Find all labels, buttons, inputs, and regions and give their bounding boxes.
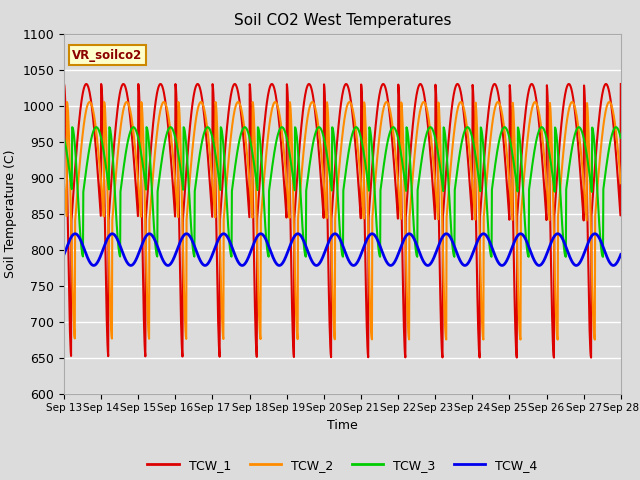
TCW_2 bbox=[63, 99, 71, 105]
TCW_4 bbox=[378, 246, 385, 252]
TCW_4 bbox=[318, 256, 326, 262]
TCW_4 bbox=[308, 259, 316, 264]
Line: TCW_2: TCW_2 bbox=[64, 102, 621, 339]
TCW_4 bbox=[617, 252, 625, 257]
TCW_2 bbox=[308, 99, 316, 105]
TCW_1 bbox=[308, 87, 316, 93]
TCW_3 bbox=[617, 135, 625, 141]
TCW_1 bbox=[377, 85, 385, 91]
TCW_2 bbox=[591, 336, 598, 342]
TCW_1 bbox=[296, 136, 304, 142]
TCW_2 bbox=[104, 186, 111, 192]
Y-axis label: Soil Temperature (C): Soil Temperature (C) bbox=[4, 149, 17, 278]
TCW_3 bbox=[308, 148, 316, 154]
X-axis label: Time: Time bbox=[327, 419, 358, 432]
TCW_4 bbox=[609, 263, 617, 268]
TCW_4 bbox=[104, 236, 111, 241]
TCW_4 bbox=[71, 231, 79, 237]
TCW_3 bbox=[318, 128, 326, 134]
TCW_2 bbox=[60, 180, 68, 186]
TCW_3 bbox=[599, 254, 607, 260]
TCW_3 bbox=[60, 135, 68, 141]
Line: TCW_4: TCW_4 bbox=[64, 234, 621, 265]
TCW_3 bbox=[377, 185, 385, 191]
TCW_1 bbox=[126, 111, 134, 117]
TCW_1 bbox=[588, 355, 595, 360]
TCW_2 bbox=[318, 160, 326, 166]
Title: Soil CO2 West Temperatures: Soil CO2 West Temperatures bbox=[234, 13, 451, 28]
TCW_2 bbox=[617, 180, 625, 186]
TCW_1 bbox=[103, 330, 111, 336]
TCW_3 bbox=[126, 131, 134, 136]
Text: VR_soilco2: VR_soilco2 bbox=[72, 49, 143, 62]
TCW_4 bbox=[126, 263, 134, 268]
TCW_3 bbox=[103, 172, 111, 178]
TCW_1 bbox=[60, 81, 68, 87]
TCW_1 bbox=[318, 189, 326, 194]
TCW_2 bbox=[297, 183, 305, 189]
TCW_4 bbox=[297, 233, 305, 239]
Legend: TCW_1, TCW_2, TCW_3, TCW_4: TCW_1, TCW_2, TCW_3, TCW_4 bbox=[142, 454, 543, 477]
TCW_3 bbox=[296, 185, 304, 191]
TCW_4 bbox=[60, 252, 68, 257]
Line: TCW_3: TCW_3 bbox=[64, 127, 621, 257]
TCW_3 bbox=[612, 124, 620, 130]
TCW_2 bbox=[378, 119, 385, 124]
TCW_2 bbox=[126, 107, 134, 113]
Line: TCW_1: TCW_1 bbox=[64, 84, 621, 358]
TCW_1 bbox=[617, 81, 625, 87]
